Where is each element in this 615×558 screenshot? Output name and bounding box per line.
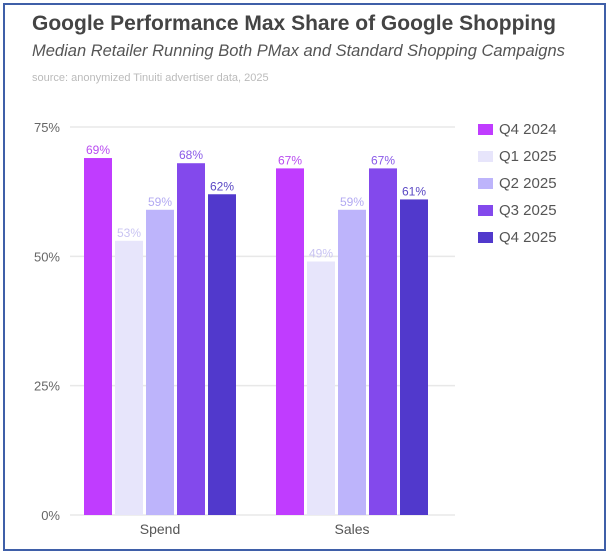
legend-item: Q2 2025 — [478, 170, 557, 197]
x-tick-label: Sales — [334, 521, 369, 537]
bar — [276, 168, 304, 516]
data-label: 67% — [278, 153, 302, 167]
legend-item: Q1 2025 — [478, 143, 557, 170]
y-tick-label: 50% — [34, 249, 60, 264]
bar — [208, 194, 236, 515]
y-tick-label: 25% — [34, 379, 60, 394]
data-label: 69% — [86, 143, 110, 157]
legend-swatch — [478, 232, 493, 243]
legend-label: Q4 2024 — [499, 121, 557, 138]
data-label: 62% — [210, 179, 234, 193]
legend-item: Q4 2024 — [478, 116, 557, 143]
bar — [115, 240, 143, 515]
legend-item: Q4 2025 — [478, 224, 557, 251]
legend: Q4 2024 Q1 2025 Q2 2025 Q3 2025 Q4 2025 — [478, 116, 557, 251]
bar — [177, 163, 205, 516]
legend-label: Q4 2025 — [499, 229, 557, 246]
data-label: 59% — [340, 195, 364, 209]
legend-label: Q3 2025 — [499, 202, 557, 219]
legend-label: Q1 2025 — [499, 148, 557, 165]
legend-swatch — [478, 151, 493, 162]
bar — [307, 261, 335, 515]
chart-subtitle: Median Retailer Running Both PMax and St… — [32, 42, 565, 60]
x-tick-label: Spend — [140, 521, 180, 537]
legend-item: Q3 2025 — [478, 197, 557, 224]
bar — [146, 209, 174, 516]
y-tick-label: 75% — [34, 120, 60, 135]
chart-title: Google Performance Max Share of Google S… — [32, 12, 556, 35]
data-label: 61% — [402, 184, 426, 198]
data-label: 53% — [117, 226, 141, 240]
chart-source: source: anonymized Tinuiti advertiser da… — [32, 72, 269, 84]
legend-swatch — [478, 205, 493, 216]
data-label: 59% — [148, 195, 172, 209]
data-label: 68% — [179, 148, 203, 162]
bar — [369, 168, 397, 516]
bar — [84, 158, 112, 516]
y-tick-label: 0% — [41, 508, 60, 523]
bar — [338, 209, 366, 516]
data-label: 49% — [309, 247, 333, 261]
legend-swatch — [478, 178, 493, 189]
chart-frame — [3, 3, 606, 551]
legend-label: Q2 2025 — [499, 175, 557, 192]
bar — [400, 199, 428, 515]
legend-swatch — [478, 124, 493, 135]
data-label: 67% — [371, 153, 395, 167]
